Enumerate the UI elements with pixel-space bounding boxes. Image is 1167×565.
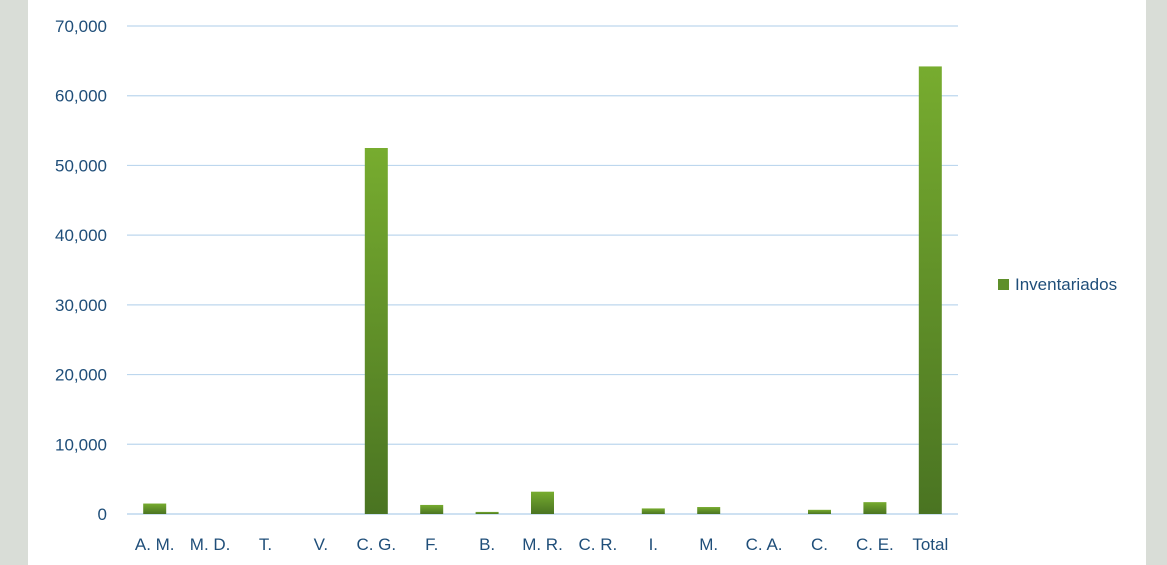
y-axis-ticks: 0 10,000 20,000 30,000 40,000 50,000 60,000 70,… <box>55 17 107 524</box>
x-tick-label: B. <box>479 535 495 554</box>
x-tick-label: I. <box>649 535 658 554</box>
bar <box>475 511 499 514</box>
x-tick-label: C. G. <box>356 535 396 554</box>
x-tick-label: M. R. <box>522 535 563 554</box>
x-tick-label: A. M. <box>135 535 175 554</box>
bar <box>863 502 887 514</box>
x-tick-label: T. <box>259 535 272 554</box>
y-tick-label: 20,000 <box>55 366 107 385</box>
x-tick-label: M. D. <box>190 535 231 554</box>
legend-label: Inventariados <box>1015 275 1117 294</box>
bar <box>918 66 942 514</box>
x-tick-label: C. E. <box>856 535 894 554</box>
y-tick-label: 0 <box>98 505 107 524</box>
bar <box>143 503 167 514</box>
x-tick-label: M. <box>699 535 718 554</box>
y-tick-label: 30,000 <box>55 296 107 315</box>
chart-panel <box>28 0 1146 565</box>
x-tick-label: C. <box>811 535 828 554</box>
bar <box>531 491 554 514</box>
bar <box>420 504 444 514</box>
y-tick-label: 50,000 <box>55 156 107 175</box>
x-tick-label: C. A. <box>746 535 783 554</box>
y-tick-label: 10,000 <box>55 435 107 454</box>
bar <box>808 509 831 514</box>
x-tick-label: C. R. <box>579 535 618 554</box>
bar <box>641 508 665 514</box>
y-tick-label: 70,000 <box>55 17 107 36</box>
x-tick-label: Total <box>912 535 948 554</box>
x-tick-label: F. <box>425 535 438 554</box>
bars <box>143 66 942 514</box>
x-tick-label: V. <box>314 535 329 554</box>
y-tick-label: 60,000 <box>55 87 107 106</box>
gridlines <box>127 25 958 515</box>
bar <box>697 507 721 514</box>
x-axis-ticks: A. M. M. D. T. V. C. G. F. B. M. R. C. R. I. M. C. … <box>135 535 948 554</box>
legend: Inventariados <box>998 275 1117 294</box>
y-tick-label: 40,000 <box>55 226 107 245</box>
legend-swatch <box>998 279 1009 290</box>
bar <box>364 148 388 514</box>
